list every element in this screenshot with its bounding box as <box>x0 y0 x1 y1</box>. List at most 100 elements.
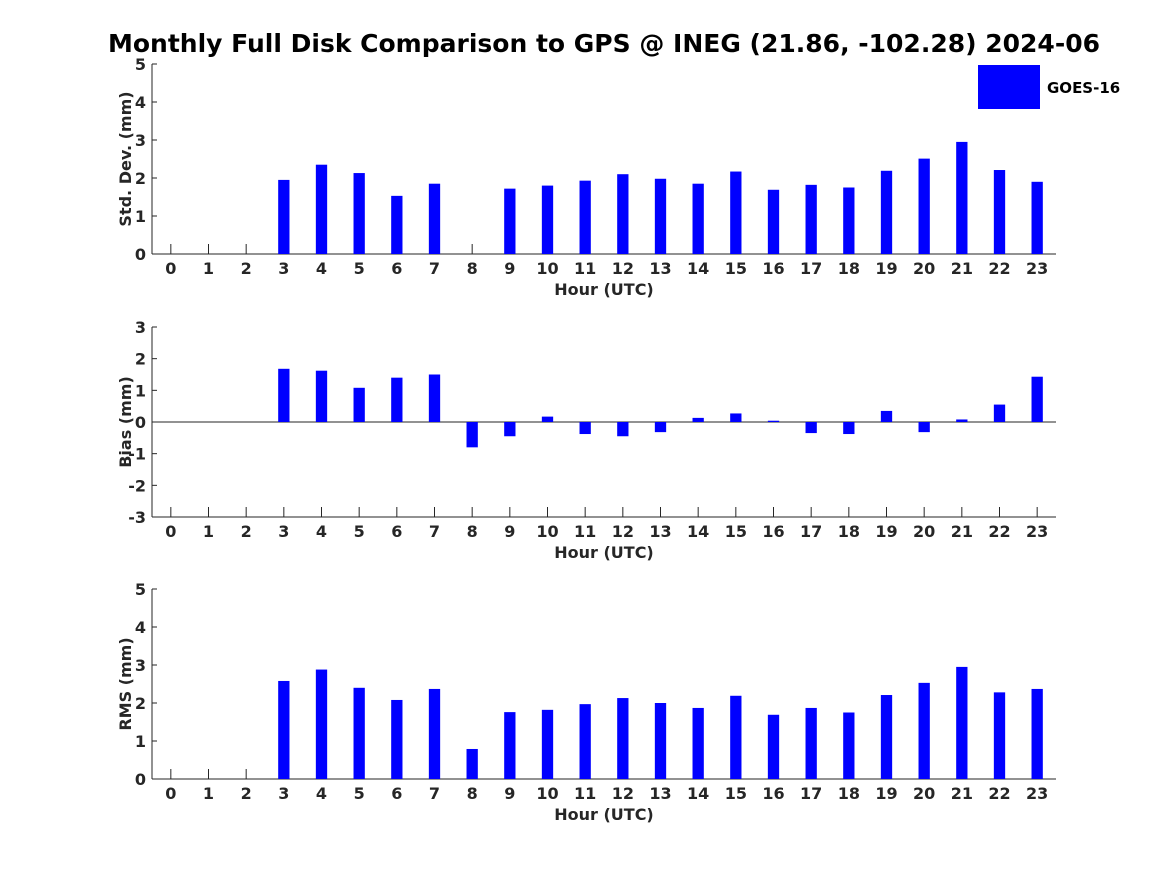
x-tick-label: 3 <box>278 784 289 803</box>
x-tick-label: 15 <box>725 522 747 541</box>
bar-hour-14 <box>692 417 704 422</box>
x-tick-label: 14 <box>687 259 709 278</box>
x-tick-label: 22 <box>988 784 1010 803</box>
bar-hour-6 <box>391 377 403 422</box>
bar-hour-5 <box>353 173 365 254</box>
x-tick-label: 17 <box>800 522 822 541</box>
x-tick-label: 17 <box>800 259 822 278</box>
x-tick-label: 16 <box>762 522 784 541</box>
x-tick-label: 10 <box>536 259 558 278</box>
x-tick-label: 19 <box>875 522 897 541</box>
x-tick-label: 1 <box>203 259 214 278</box>
x-tick-label: 1 <box>203 522 214 541</box>
y-axis-label: Bias (mm) <box>116 376 135 468</box>
bar-hour-16 <box>767 714 780 779</box>
x-tick-label: 18 <box>838 784 860 803</box>
bar-hour-7 <box>428 688 441 779</box>
bar-hour-13 <box>654 703 667 779</box>
x-tick-label: 17 <box>800 784 822 803</box>
y-tick-label: 5 <box>135 55 146 74</box>
x-tick-label: 10 <box>536 522 558 541</box>
bar-hour-18 <box>843 712 855 779</box>
y-tick-label: 1 <box>135 207 146 226</box>
y-tick-label: 0 <box>135 770 146 789</box>
y-tick-label: 2 <box>135 169 146 188</box>
bar-hour-18 <box>843 422 855 435</box>
bar-hour-7 <box>428 183 441 254</box>
x-tick-label: 6 <box>391 259 402 278</box>
bar-hour-18 <box>843 187 855 254</box>
legend-label-goes-16: GOES-16 <box>1047 79 1120 97</box>
bar-hour-21 <box>956 141 968 254</box>
y-tick-label: 2 <box>135 350 146 369</box>
y-tick-label: -2 <box>128 476 146 495</box>
bar-hour-12 <box>617 422 629 437</box>
x-axis-label: Hour (UTC) <box>554 543 654 562</box>
bar-hour-15 <box>730 413 742 422</box>
bar-hour-12 <box>617 174 629 254</box>
x-axis-label: Hour (UTC) <box>554 805 654 824</box>
x-tick-label: 20 <box>913 784 935 803</box>
bar-hour-14 <box>692 183 704 254</box>
x-tick-label: 7 <box>429 259 440 278</box>
x-tick-label: 3 <box>278 522 289 541</box>
legend: GOES-16 <box>978 65 1120 109</box>
x-tick-label: 8 <box>467 784 478 803</box>
bar-hour-21 <box>956 419 968 422</box>
bar-hour-17 <box>805 707 817 779</box>
y-tick-label: 0 <box>135 413 146 432</box>
x-tick-label: 23 <box>1026 259 1048 278</box>
x-tick-label: 13 <box>649 784 671 803</box>
x-tick-label: 9 <box>504 784 515 803</box>
bar-hour-13 <box>654 422 667 433</box>
bar-hour-19 <box>880 410 893 422</box>
bar-hour-23 <box>1031 376 1043 422</box>
x-tick-label: 4 <box>316 259 327 278</box>
bar-hour-20 <box>918 682 930 779</box>
y-tick-label: -1 <box>128 445 146 464</box>
y-tick-label: 1 <box>135 732 146 751</box>
bar-hour-4 <box>315 669 328 779</box>
bar-hour-16 <box>767 420 780 422</box>
x-tick-label: 0 <box>165 522 176 541</box>
y-tick-label: 3 <box>135 318 146 337</box>
x-tick-label: 19 <box>875 784 897 803</box>
x-tick-label: 22 <box>988 259 1010 278</box>
x-tick-label: 4 <box>316 522 327 541</box>
x-tick-label: 23 <box>1026 522 1048 541</box>
y-axis-label: Std. Dev. (mm) <box>116 91 135 226</box>
x-tick-label: 6 <box>391 522 402 541</box>
x-tick-label: 0 <box>165 259 176 278</box>
x-tick-label: 12 <box>612 259 634 278</box>
x-tick-label: 8 <box>467 522 478 541</box>
x-tick-label: 5 <box>354 259 365 278</box>
x-tick-label: 9 <box>504 522 515 541</box>
x-tick-label: 9 <box>504 259 515 278</box>
x-tick-label: 14 <box>687 784 709 803</box>
y-tick-label: 3 <box>135 656 146 675</box>
bar-hour-3 <box>278 368 290 422</box>
bar-hour-16 <box>767 189 780 254</box>
bar-hour-17 <box>805 184 817 254</box>
bar-hour-11 <box>579 180 591 254</box>
x-tick-label: 2 <box>241 259 252 278</box>
x-tick-label: 2 <box>241 522 252 541</box>
x-tick-label: 15 <box>725 259 747 278</box>
x-tick-label: 10 <box>536 784 558 803</box>
bar-hour-22 <box>993 170 1006 254</box>
bar-hour-23 <box>1031 181 1043 254</box>
bar-hour-22 <box>993 692 1006 779</box>
bar-hour-20 <box>918 422 930 433</box>
x-tick-label: 11 <box>574 784 596 803</box>
bar-hour-8 <box>466 422 478 448</box>
x-tick-label: 0 <box>165 784 176 803</box>
x-tick-label: 18 <box>838 522 860 541</box>
bar-hour-19 <box>880 170 893 254</box>
x-tick-label: 22 <box>988 522 1010 541</box>
y-tick-label: 1 <box>135 381 146 400</box>
y-tick-label: 0 <box>135 245 146 264</box>
x-tick-label: 16 <box>762 784 784 803</box>
